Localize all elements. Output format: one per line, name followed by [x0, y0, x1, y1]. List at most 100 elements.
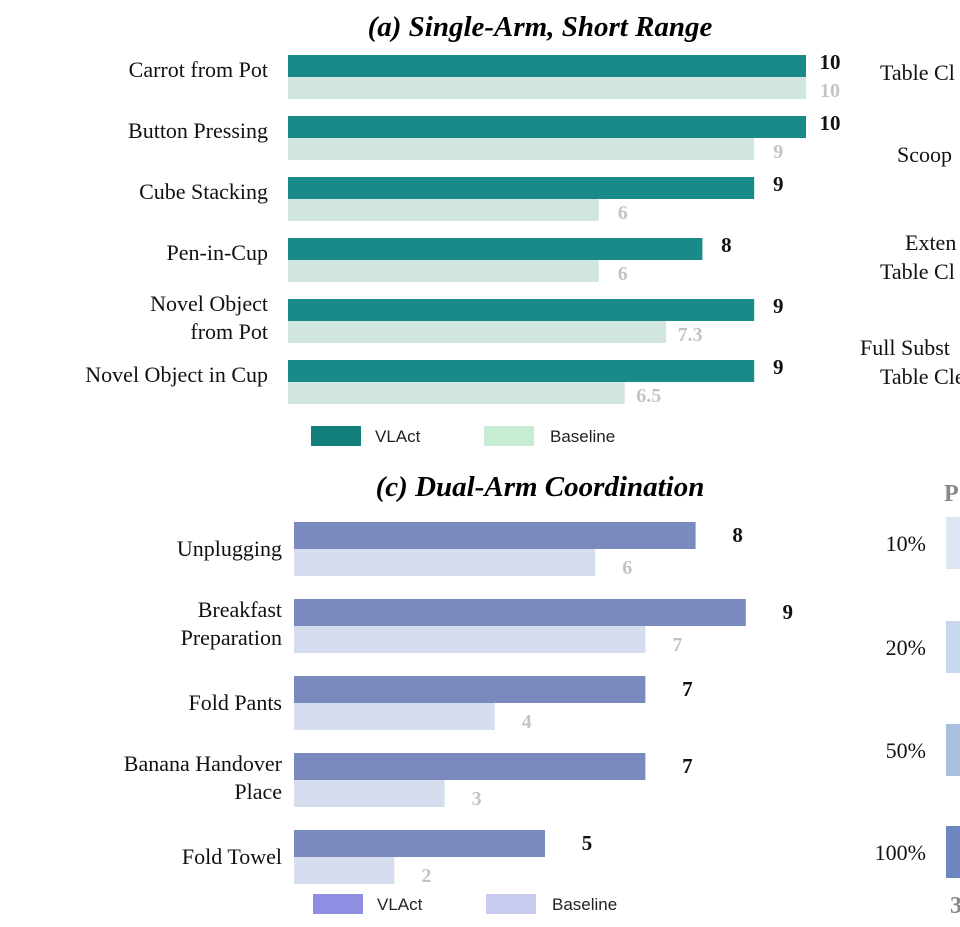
category-label-fold-towel: Fold Towel — [182, 844, 282, 869]
bar-vlact-carrot-from-pot — [288, 55, 806, 77]
value-label-vlact-cube-stacking: 9 — [773, 172, 784, 196]
panel-c-dual-arm-coordination: (c) Dual-Arm Coordination Unplugging 8 6 Bre… — [124, 471, 793, 914]
percent-bar-50pct — [946, 724, 960, 776]
value-label-baseline-carrot-from-pot: 10 — [820, 80, 840, 102]
value-label-vlact-unplugging: 8 — [732, 523, 743, 547]
value-label-vlact-banana-handover-place: 7 — [682, 754, 693, 778]
value-label-vlact-novel-object-in-cup: 9 — [773, 355, 784, 379]
percent-bar-20pct — [946, 621, 960, 673]
bar-baseline-button-pressing — [288, 138, 755, 160]
value-label-baseline-novel-object-in-cup: 6.5 — [636, 385, 661, 407]
bar-baseline-fold-towel — [294, 857, 395, 884]
bar-vlact-fold-pants — [294, 676, 646, 703]
bar-vlact-fold-towel — [294, 830, 545, 857]
cropped-task-label-line: Table Cle — [880, 364, 960, 389]
category-label-line: Button Pressing — [128, 118, 268, 143]
category-label-line: from Pot — [190, 319, 268, 344]
value-label-baseline-fold-towel: 2 — [421, 865, 431, 887]
chart-title: (a) Single-Arm, Short Range — [368, 11, 713, 43]
value-label-baseline-cube-stacking: 6 — [618, 202, 628, 224]
category-label-cube-stacking: Cube Stacking — [139, 179, 268, 204]
cropped-task-label-0: Table Cl — [880, 60, 955, 85]
value-label-vlact-button-pressing: 10 — [820, 111, 841, 135]
legend-swatch-baseline — [484, 426, 534, 446]
value-label-baseline-banana-handover-place: 3 — [472, 788, 482, 810]
category-label-pen-in-cup: Pen-in-Cup — [167, 240, 268, 265]
cropped-right-panels: Table Cl Scoop Exten Table Cl Full Subst Tabl… — [860, 60, 960, 919]
category-label-line: Novel Object — [150, 291, 268, 316]
value-label-vlact-fold-pants: 7 — [682, 677, 693, 701]
value-label-baseline-breakfast-preparation: 7 — [672, 634, 682, 656]
percent-label-20pct: 20% — [886, 635, 926, 660]
category-label-button-pressing: Button Pressing — [128, 118, 268, 143]
legend-swatch-baseline — [486, 894, 536, 914]
bar-vlact-pen-in-cup — [288, 238, 703, 260]
bar-baseline-pen-in-cup — [288, 260, 599, 282]
panel-a-single-arm-short-range: (a) Single-Arm, Short Range Carrot from P… — [85, 11, 841, 446]
bar-baseline-novel-object-from-pot — [288, 321, 667, 343]
cropped-task-label-2: Exten Table Cl — [880, 230, 956, 284]
cropped-task-label-1: Scoop — [897, 142, 952, 167]
percent-bar-100pct — [946, 826, 960, 878]
cropped-task-label-line: Scoop — [897, 142, 952, 167]
percent-label-50pct: 50% — [886, 738, 926, 763]
value-label-vlact-fold-towel: 5 — [582, 831, 593, 855]
category-label-unplugging: Unplugging — [177, 536, 282, 561]
bar-baseline-cube-stacking — [288, 199, 599, 221]
percent-label-100pct: 100% — [875, 840, 926, 865]
cropped-task-label-3: Full Subst Table Cle — [860, 335, 960, 389]
category-label-novel-object-from-pot: Novel Object from Pot — [150, 291, 268, 344]
legend: VLAct Baseline — [311, 426, 615, 446]
cropped-task-label-line: Table Cl — [880, 259, 955, 284]
cropped-task-label-line: Full Subst — [860, 335, 950, 360]
value-label-vlact-breakfast-preparation: 9 — [783, 600, 794, 624]
bar-vlact-button-pressing — [288, 116, 806, 138]
category-label-breakfast-preparation: Breakfast Preparation — [181, 597, 282, 650]
value-label-vlact-carrot-from-pot: 10 — [820, 50, 841, 74]
bar-vlact-unplugging — [294, 522, 696, 549]
legend: VLAct Baseline — [313, 894, 617, 914]
category-label-line: Fold Pants — [188, 690, 282, 715]
category-label-fold-pants: Fold Pants — [188, 690, 282, 715]
category-label-line: Cube Stacking — [139, 179, 268, 204]
value-label-baseline-button-pressing: 9 — [773, 141, 783, 163]
bar-baseline-unplugging — [294, 549, 596, 576]
bar-baseline-banana-handover-place — [294, 780, 445, 807]
legend-label-vlact: VLAct — [377, 895, 423, 914]
cropped-task-label-line: Table Cl — [880, 60, 955, 85]
bar-vlact-novel-object-from-pot — [288, 299, 755, 321]
bar-vlact-novel-object-in-cup — [288, 360, 755, 382]
category-label-line: Novel Object in Cup — [85, 362, 268, 387]
cropped-axis-tick: 3 — [950, 893, 960, 919]
value-label-vlact-pen-in-cup: 8 — [721, 233, 732, 257]
bar-baseline-fold-pants — [294, 703, 495, 730]
chart-title: (c) Dual-Arm Coordination — [376, 471, 705, 503]
legend-label-baseline: Baseline — [550, 427, 615, 446]
value-label-baseline-novel-object-from-pot: 7.3 — [678, 324, 703, 346]
category-label-novel-object-in-cup: Novel Object in Cup — [85, 362, 268, 387]
category-label-line: Unplugging — [177, 536, 282, 561]
value-label-vlact-novel-object-from-pot: 9 — [773, 294, 784, 318]
category-label-banana-handover-place: Banana Handover Place — [124, 751, 283, 804]
bar-baseline-carrot-from-pot — [288, 77, 806, 99]
category-label-line: Banana Handover — [124, 751, 283, 776]
category-label-line: Place — [234, 779, 282, 804]
legend-swatch-vlact — [313, 894, 363, 914]
bar-vlact-banana-handover-place — [294, 753, 646, 780]
bar-baseline-novel-object-in-cup — [288, 382, 625, 404]
value-label-baseline-unplugging: 6 — [622, 557, 632, 579]
bar-vlact-cube-stacking — [288, 177, 755, 199]
category-label-line: Pen-in-Cup — [167, 240, 268, 265]
legend-label-baseline: Baseline — [552, 895, 617, 914]
category-label-line: Carrot from Pot — [129, 57, 268, 82]
value-label-baseline-pen-in-cup: 6 — [618, 263, 628, 285]
bar-baseline-breakfast-preparation — [294, 626, 646, 653]
value-label-baseline-fold-pants: 4 — [522, 711, 532, 733]
percent-label-10pct: 10% — [886, 531, 926, 556]
legend-swatch-vlact — [311, 426, 361, 446]
cropped-panel-heading: P — [944, 481, 959, 507]
category-label-line: Fold Towel — [182, 844, 282, 869]
category-label-carrot-from-pot: Carrot from Pot — [129, 57, 268, 82]
